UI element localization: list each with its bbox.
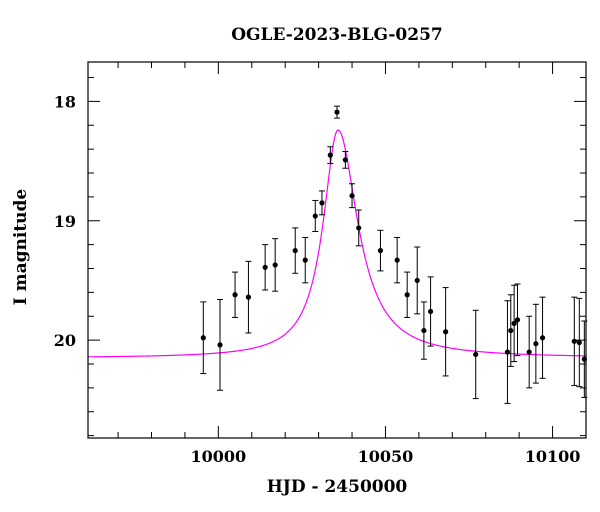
x-tick-label: 10000: [191, 447, 247, 466]
data-point: [504, 349, 511, 355]
data-point: [514, 317, 521, 323]
data-point: [508, 327, 514, 334]
x-tick-label: 10050: [358, 447, 414, 466]
data-point: [421, 327, 427, 334]
x-tick-label: 10100: [525, 447, 581, 466]
data-point: [200, 335, 206, 341]
data-point: [473, 351, 479, 358]
data-point: [443, 329, 449, 335]
data-point: [262, 264, 268, 270]
y-tick-label: 20: [54, 331, 76, 350]
data-point: [302, 257, 308, 263]
data-point: [533, 341, 539, 347]
axis-tick-labels: 10000 10050 10100 18 19 20: [54, 92, 581, 466]
data-point: [327, 152, 333, 158]
y-tick-label: 19: [54, 212, 76, 231]
data-point: [571, 338, 577, 344]
data-point: [414, 277, 420, 284]
data-point: [404, 292, 410, 298]
data-point: [292, 247, 298, 254]
data-point: [245, 294, 252, 300]
data-point: [539, 335, 546, 341]
data-point: [576, 339, 582, 346]
data-point: [342, 157, 348, 163]
data-point: [217, 342, 223, 348]
data-point: [394, 257, 400, 263]
axis-ticks: [88, 62, 587, 438]
data-point: [511, 320, 517, 327]
y-tick-label: 18: [54, 92, 76, 111]
model-layer: [88, 129, 587, 358]
x-axis-label: HJD - 2450000: [267, 477, 408, 497]
data-point: [319, 200, 325, 206]
data-point: [272, 262, 278, 268]
model-curve: [88, 129, 587, 358]
data-point: [232, 292, 238, 298]
data-point: [427, 308, 434, 315]
chart-title: OGLE-2023-BLG-0257: [231, 25, 443, 45]
data-point: [377, 247, 384, 254]
data-point: [526, 349, 532, 355]
data-point: [312, 213, 318, 219]
data-point: [349, 193, 355, 199]
data-point: [334, 109, 340, 115]
y-axis-label: I magnitude: [11, 189, 31, 306]
plot-frame: [87, 61, 587, 439]
data-point: [356, 225, 362, 231]
data-points-layer: [200, 105, 588, 404]
